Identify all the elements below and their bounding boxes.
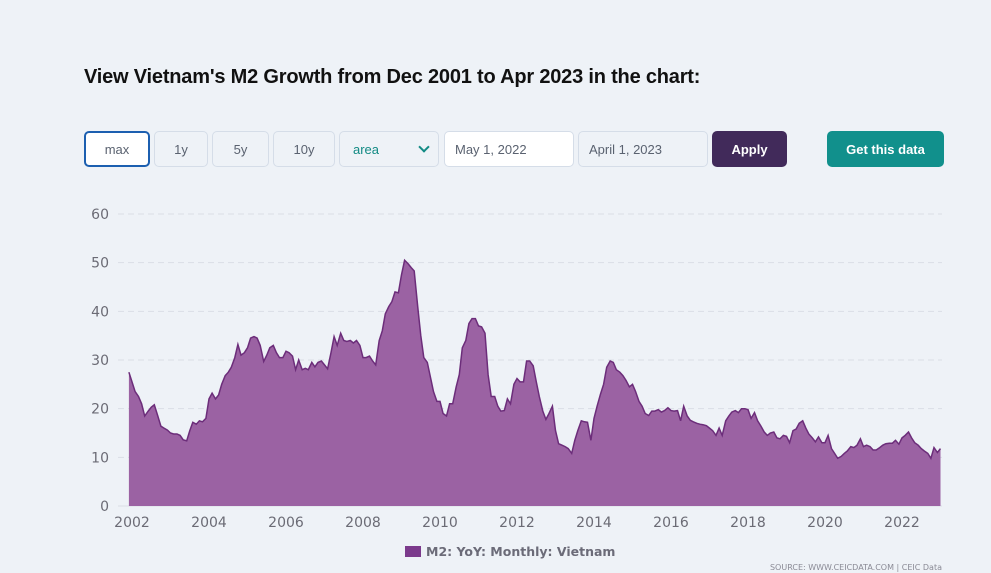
x-tick-label: 2012: [499, 515, 535, 531]
start-date-input[interactable]: May 1, 2022: [444, 131, 574, 167]
grid-lines: [118, 213, 942, 507]
chart-type-select[interactable]: area: [339, 131, 439, 167]
y-axis-ticks: 0 10 20 30 40 50 60: [91, 207, 109, 515]
x-tick-label: 2020: [807, 515, 843, 531]
page-title: View Vietnam's M2 Growth from Dec 2001 t…: [84, 66, 701, 88]
x-tick-label: 2002: [114, 515, 150, 531]
x-tick-label: 2022: [884, 515, 920, 531]
y-tick-label: 20: [91, 402, 109, 418]
series-line-m2-yoy: [128, 258, 942, 461]
end-date-input[interactable]: April 1, 2023: [578, 131, 708, 167]
legend-label: M2: YoY: Monthly: Vietnam: [426, 544, 616, 559]
x-tick-label: 2014: [576, 515, 612, 531]
x-tick-label: 2010: [422, 515, 458, 531]
y-tick-label: 0: [100, 499, 109, 515]
x-tick-label: 2018: [730, 515, 766, 531]
chevron-down-icon: [418, 141, 430, 153]
y-tick-label: 50: [91, 256, 109, 272]
get-this-data-button[interactable]: Get this data: [827, 131, 944, 167]
range-10y-button[interactable]: 10y: [273, 131, 335, 167]
y-tick-label: 10: [91, 450, 109, 466]
range-5y-button[interactable]: 5y: [212, 131, 269, 167]
legend[interactable]: M2: YoY: Monthly: Vietnam: [405, 544, 615, 559]
x-axis-ticks: 2002 2004 2006 2008 2010 2012 2014 2016 2018 2020…: [114, 515, 920, 531]
range-1y-button[interactable]: 1y: [154, 131, 208, 167]
range-max-button[interactable]: max: [84, 131, 150, 167]
x-tick-label: 2008: [345, 515, 381, 531]
source-credit: SOURCE: WWW.CEICDATA.COM | CEIC Data: [769, 563, 942, 572]
y-tick-label: 40: [91, 304, 109, 320]
apply-button[interactable]: Apply: [712, 131, 787, 167]
y-tick-label: 30: [91, 353, 109, 369]
y-tick-label: 60: [91, 207, 109, 223]
chart-type-value: area: [353, 141, 380, 157]
x-tick-label: 2004: [191, 515, 227, 531]
x-tick-label: 2006: [268, 515, 304, 531]
legend-swatch: [405, 546, 421, 557]
x-tick-label: 2016: [653, 515, 689, 531]
series-area-m2-yoy: [128, 260, 941, 506]
